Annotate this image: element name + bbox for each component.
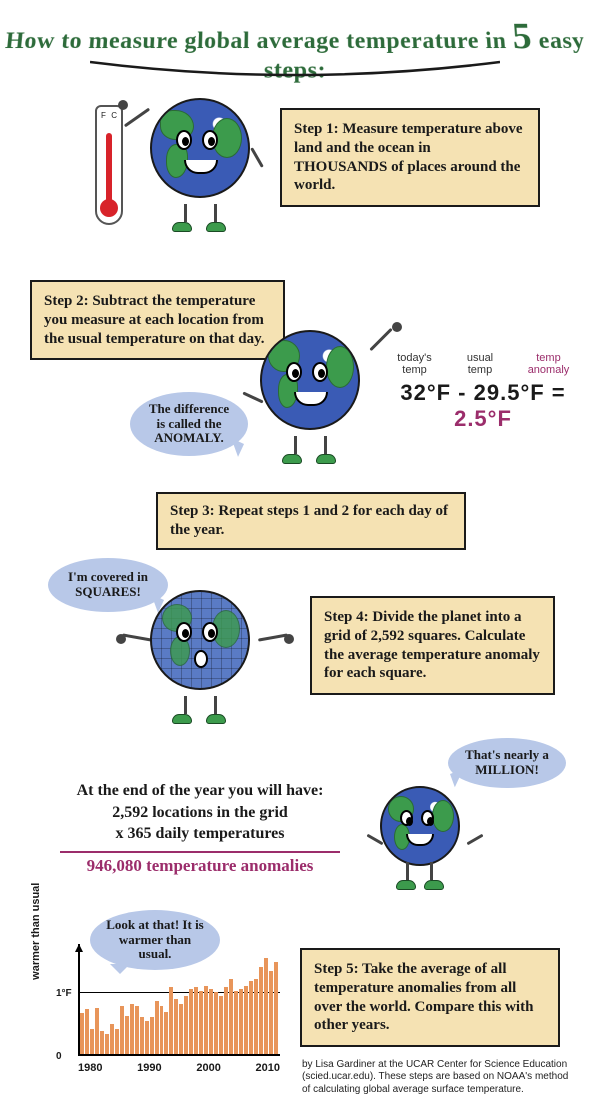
step-1-text: Step 1: Measure temperature above land a…: [294, 121, 523, 193]
chart-ytick-1f: 1°F: [56, 988, 72, 999]
eqn-label-today: today's temp: [388, 352, 441, 376]
step-2-text: Step 2: Subtract the temperature you mea…: [44, 293, 265, 347]
thermo-f: F: [101, 111, 106, 120]
step-5-text: Step 5: Take the average of all temperat…: [314, 961, 533, 1033]
chart-bar: [130, 1004, 134, 1054]
step-3-text: Step 3: Repeat steps 1 and 2 for each da…: [170, 503, 448, 538]
chart-bar: [264, 958, 268, 1054]
chart-ylabel: warmer than usual: [30, 883, 42, 980]
earth-character-2: [260, 330, 370, 440]
bubble-million: That's nearly a MILLION!: [448, 738, 566, 788]
chart-xtick: 1990: [137, 1062, 161, 1074]
title-pre: How to measure global average temperatur…: [4, 29, 514, 54]
chart-bar: [214, 992, 218, 1054]
anomaly-equation: today's temp usual temp temp anomaly 32°…: [388, 352, 578, 432]
title-number: 5: [511, 16, 534, 57]
chart-bar: [189, 989, 193, 1054]
eqn-label-anom: temp anomaly: [519, 352, 578, 376]
thermo-c: C: [111, 111, 117, 120]
earth-character-1: [150, 98, 260, 208]
chart-bars: [80, 954, 278, 1054]
eqn-usual: 29.5°F: [474, 380, 545, 405]
chart-bar: [125, 1016, 129, 1054]
chart-ytick-0: 0: [56, 1051, 62, 1062]
calc-intro: At the end of the year you will have:: [30, 780, 370, 802]
chart-bar: [219, 996, 223, 1054]
chart-bar: [224, 987, 228, 1054]
eqn-label-usual: usual temp: [457, 352, 503, 376]
chart-bar: [259, 967, 263, 1055]
chart-bar: [269, 971, 273, 1054]
chart-bar: [150, 1017, 154, 1055]
eqn-anom: 2.5°F: [454, 406, 512, 431]
chart-bar: [184, 996, 188, 1054]
calc-result: 946,080 temperature anomalies: [30, 855, 370, 878]
bubble-anomaly-text: The difference is called the ANOMALY.: [144, 402, 234, 447]
chart-bar: [229, 979, 233, 1054]
chart-bar: [120, 1006, 124, 1054]
chart-bar: [95, 1008, 99, 1054]
chart-bar: [199, 991, 203, 1054]
credit-text: by Lisa Gardiner at the UCAR Center for …: [302, 1059, 572, 1097]
bubble-squares-text: I'm covered in SQUARES!: [62, 570, 154, 600]
thermometer-icon: FC: [95, 105, 123, 225]
step-3-box: Step 3: Repeat steps 1 and 2 for each da…: [156, 492, 466, 550]
title-underline-arc: [90, 60, 500, 80]
chart-bar: [140, 1017, 144, 1054]
chart-xtick: 2010: [256, 1062, 280, 1074]
chart-bar: [194, 987, 198, 1054]
chart-bar: [100, 1031, 104, 1054]
step-5-box: Step 5: Take the average of all temperat…: [300, 948, 560, 1047]
chart-bar: [85, 1009, 89, 1054]
chart-bar: [274, 962, 278, 1054]
bubble-million-text: That's nearly a MILLION!: [462, 748, 552, 778]
step-2-box: Step 2: Subtract the temperature you mea…: [30, 280, 285, 360]
chart-bar: [160, 1006, 164, 1054]
chart-bar: [174, 999, 178, 1054]
chart-bar: [209, 989, 213, 1054]
chart-bar: [179, 1004, 183, 1054]
chart-bar: [254, 979, 258, 1054]
chart-bar: [145, 1021, 149, 1054]
chart-bar: [244, 986, 248, 1054]
chart-xticks: 1980 1990 2000 2010: [78, 1062, 280, 1074]
chart-bar: [135, 1006, 139, 1054]
calc-line2: x 365 daily temperatures: [30, 823, 370, 845]
bubble-anomaly: The difference is called the ANOMALY.: [130, 392, 248, 456]
earth-character-grid: [150, 590, 260, 700]
chart-bar: [115, 1029, 119, 1054]
chart-xtick: 2000: [196, 1062, 220, 1074]
chart-bar: [164, 1012, 168, 1054]
chart-bar: [90, 1029, 94, 1054]
eqn-today: 32°F: [400, 380, 451, 405]
anomaly-bar-chart: warmer than usual 1°F 0 1980199020002010: [50, 944, 280, 1074]
chart-bar: [80, 1013, 84, 1054]
chart-bar: [249, 981, 253, 1054]
chart-bar: [155, 1001, 159, 1054]
chart-bar: [105, 1034, 109, 1054]
step-4-text: Step 4: Divide the planet into a grid of…: [324, 609, 540, 681]
earth-character-4: [380, 786, 470, 876]
calc-line1: 2,592 locations in the grid: [30, 802, 370, 824]
step-1-box: Step 1: Measure temperature above land a…: [280, 108, 540, 207]
chart-bar: [239, 989, 243, 1054]
chart-xtick: 1980: [78, 1062, 102, 1074]
chart-bar: [204, 986, 208, 1054]
chart-bar: [234, 991, 238, 1054]
calc-block: At the end of the year you will have: 2,…: [30, 780, 370, 878]
chart-bar: [169, 987, 173, 1054]
chart-bar: [110, 1024, 114, 1054]
step-4-box: Step 4: Divide the planet into a grid of…: [310, 596, 555, 695]
